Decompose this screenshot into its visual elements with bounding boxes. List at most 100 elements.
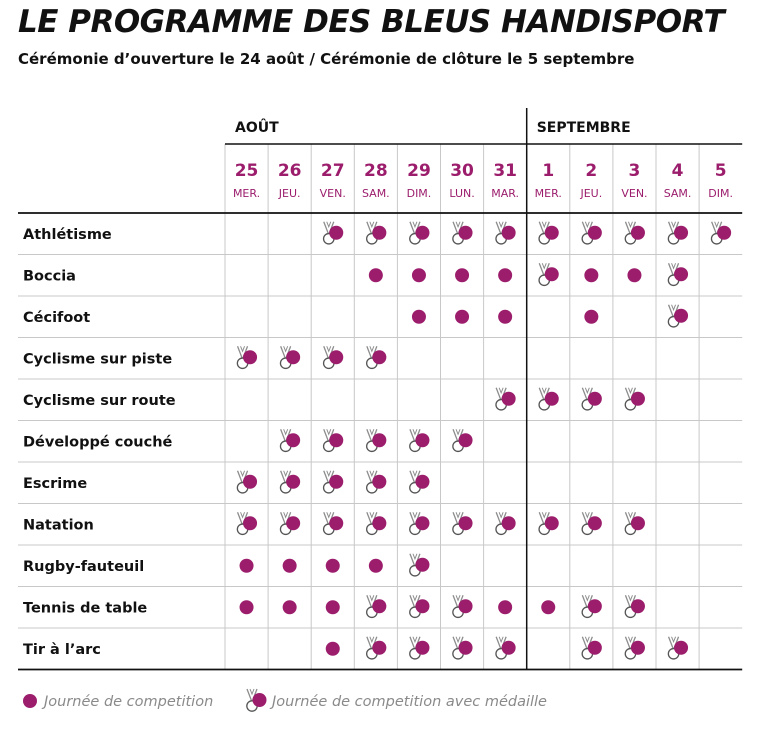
- medal-icon: [710, 221, 732, 245]
- sport-label: Tir à l’arc: [23, 642, 101, 658]
- medal-icon: [667, 636, 689, 660]
- medal-icon: [538, 263, 559, 287]
- medal-icon: [322, 512, 344, 536]
- medal-icon: [365, 221, 387, 245]
- sport-label: Escrime: [23, 476, 87, 492]
- day-name: MER.: [233, 187, 260, 200]
- page-subtitle: Cérémonie d’ouverture le 24 août / Cérém…: [18, 50, 635, 68]
- medal-icon: [624, 387, 645, 411]
- day-name: LUN.: [449, 187, 474, 200]
- legend-medal-icon: [246, 688, 267, 712]
- medal-icon: [624, 636, 645, 660]
- medal-icon: [667, 304, 689, 328]
- day-number: 25: [235, 161, 259, 181]
- legend-competition-label: Journée de competition: [41, 694, 213, 710]
- medal-icon: [409, 512, 430, 536]
- medal-icon: [365, 595, 387, 619]
- medal-icon: [409, 636, 430, 660]
- sport-label: Athlétisme: [23, 227, 112, 243]
- competition-dot: [584, 268, 599, 283]
- medal-icon: [538, 221, 559, 245]
- sport-label: Rugby-fauteuil: [23, 559, 144, 575]
- competition-dot: [368, 268, 383, 283]
- medal-icon: [365, 429, 387, 453]
- medal-icon: [322, 346, 344, 370]
- medal-icon: [538, 387, 559, 411]
- competition-dot: [627, 268, 642, 283]
- medal-icon: [581, 595, 602, 619]
- day-number: 1: [542, 161, 554, 181]
- medal-icon: [452, 595, 473, 619]
- sport-label: Boccia: [23, 268, 76, 284]
- medal-icon: [322, 221, 344, 245]
- competition-dot: [411, 268, 426, 283]
- day-number: 27: [321, 161, 345, 181]
- medal-icon: [365, 346, 387, 370]
- competition-dot: [498, 600, 513, 615]
- medal-icon: [538, 512, 559, 536]
- competition-dot: [411, 309, 426, 324]
- competition-dot: [282, 558, 297, 573]
- competition-dot: [368, 558, 383, 573]
- medal-icon: [452, 221, 473, 245]
- day-number: 30: [450, 161, 474, 181]
- competition-dot: [541, 600, 556, 615]
- sport-label: Cécifoot: [23, 310, 90, 326]
- medal-icon: [409, 553, 430, 577]
- competition-dot: [584, 309, 599, 324]
- medal-icon: [495, 636, 516, 660]
- day-name: VEN.: [621, 187, 647, 200]
- day-number: 2: [585, 161, 597, 181]
- day-name: JEU.: [579, 187, 602, 200]
- day-number: 5: [715, 161, 727, 181]
- medal-icon: [236, 470, 258, 494]
- medal-icon: [495, 512, 516, 536]
- medal-icon: [667, 221, 689, 245]
- medal-icon: [322, 470, 344, 494]
- competition-dot: [282, 600, 297, 615]
- medal-icon: [279, 470, 301, 494]
- medal-icon: [365, 512, 387, 536]
- medal-icon: [409, 221, 430, 245]
- competition-dot: [455, 309, 470, 324]
- competition-dot: [325, 600, 340, 615]
- medal-icon: [452, 512, 473, 536]
- day-name: DIM.: [407, 187, 432, 200]
- day-name: MER.: [535, 187, 562, 200]
- medal-icon: [365, 636, 387, 660]
- competition-dot: [325, 641, 340, 656]
- day-name: MAR.: [491, 187, 519, 200]
- competition-dot: [498, 309, 513, 324]
- sport-label: Cyclisme sur route: [23, 393, 176, 409]
- page-title: LE PROGRAMME DES BLEUS HANDISPORT: [18, 4, 725, 40]
- medal-icon: [365, 470, 387, 494]
- legend-medal-label: Journée de competition avec médaille: [269, 694, 547, 710]
- month-label: SEPTEMBRE: [537, 120, 631, 136]
- medal-icon: [624, 595, 645, 619]
- day-name: SAM.: [362, 187, 390, 200]
- medal-icon: [409, 470, 430, 494]
- competition-dot: [239, 558, 254, 573]
- medal-icon: [236, 346, 258, 370]
- day-number: 31: [493, 161, 517, 181]
- day-number: 3: [629, 161, 641, 181]
- medal-icon: [236, 512, 258, 536]
- competition-dot: [455, 268, 470, 283]
- day-name: VEN.: [320, 187, 346, 200]
- sport-label: Développé couché: [23, 434, 173, 450]
- medal-icon: [624, 221, 645, 245]
- month-label: AOÛT: [235, 118, 279, 136]
- medal-icon: [581, 512, 602, 536]
- medal-icon: [322, 429, 344, 453]
- medal-icon: [581, 387, 602, 411]
- medal-icon: [409, 429, 430, 453]
- medal-icon: [495, 221, 516, 245]
- medal-icon: [667, 263, 689, 287]
- day-name: JEU.: [278, 187, 301, 200]
- competition-dot: [239, 600, 254, 615]
- competition-dot: [498, 268, 513, 283]
- day-name: DIM.: [708, 187, 733, 200]
- medal-icon: [279, 346, 301, 370]
- medal-icon: [452, 636, 473, 660]
- medal-icon: [495, 387, 516, 411]
